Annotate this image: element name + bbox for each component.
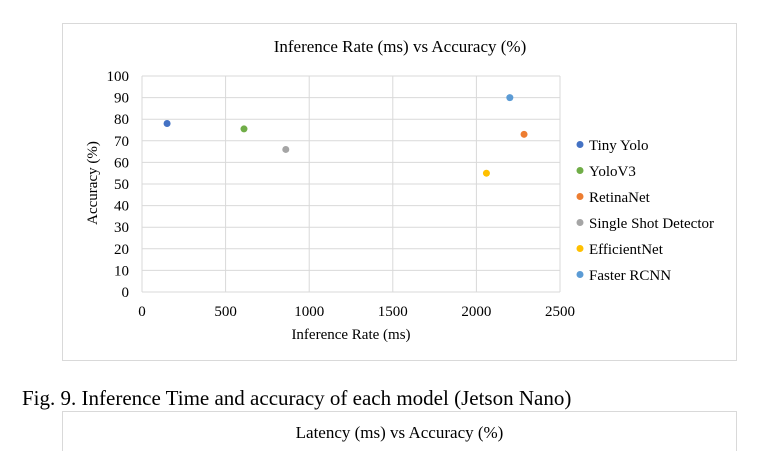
legend-item: YoloV3 — [576, 164, 636, 180]
y-tick-label: 90 — [114, 91, 129, 107]
legend-marker — [576, 219, 584, 226]
x-tick-label: 0 — [138, 304, 146, 320]
x-tick-label: 2000 — [461, 304, 491, 320]
x-tick-label: 1000 — [294, 304, 324, 320]
next-chart-title: Latency (ms) vs Accuracy (%) — [295, 423, 504, 442]
y-tick-label: 80 — [114, 112, 129, 128]
legend-marker — [576, 245, 584, 252]
legend: Tiny Yolo YoloV3 RetinaNet Single Shot Dete… — [576, 138, 714, 284]
y-axis-label: Accuracy (%) — [85, 141, 101, 225]
chart-title: Inference Rate (ms) vs Accuracy (%) — [274, 37, 527, 56]
y-tick-label: 20 — [114, 242, 129, 258]
y-tick-label: 30 — [114, 220, 129, 236]
legend-item: RetinaNet — [576, 190, 651, 206]
data-point — [282, 145, 290, 153]
y-tick-label: 70 — [114, 134, 129, 150]
figure-caption: Fig. 9. Inference Time and accuracy of e… — [22, 386, 572, 410]
data-point — [506, 94, 514, 102]
legend-item: Single Shot Detector — [576, 216, 714, 232]
legend-marker — [576, 193, 584, 200]
legend-marker — [576, 141, 584, 148]
y-tick-label: 0 — [122, 285, 130, 301]
scatter-chart: Inference Rate (ms) vs Accuracy (%) 0 10 2… — [85, 37, 714, 343]
y-tick-label: 10 — [114, 263, 129, 279]
x-tick-label: 1500 — [378, 304, 408, 320]
legend-label: YoloV3 — [589, 164, 636, 180]
data-point — [240, 125, 248, 133]
x-axis-label: Inference Rate (ms) — [291, 327, 410, 343]
legend-label: Single Shot Detector — [589, 216, 714, 232]
grid — [141, 75, 561, 293]
data-point — [163, 120, 171, 128]
next-chart-frame: Latency (ms) vs Accuracy (%) — [62, 411, 737, 451]
legend-label: RetinaNet — [589, 190, 651, 206]
y-tick-label: 40 — [114, 199, 129, 215]
data-point — [520, 130, 528, 138]
chart-frame: Inference Rate (ms) vs Accuracy (%) 0 10 2… — [62, 23, 737, 361]
y-tick-label: 60 — [114, 155, 129, 171]
legend-item: Tiny Yolo — [576, 138, 649, 154]
x-tick-label: 500 — [214, 304, 237, 320]
legend-label: Tiny Yolo — [589, 138, 649, 154]
data-point — [482, 169, 490, 177]
legend-marker — [576, 167, 584, 174]
legend-label: Faster RCNN — [589, 268, 671, 284]
legend-marker — [576, 271, 584, 278]
legend-label: EfficientNet — [589, 242, 664, 258]
legend-item: Faster RCNN — [576, 268, 671, 284]
data-points — [163, 94, 528, 177]
x-tick-label: 2500 — [545, 304, 575, 320]
y-tick-label: 100 — [107, 69, 130, 85]
legend-item: EfficientNet — [576, 242, 664, 258]
y-tick-label: 50 — [114, 177, 129, 193]
